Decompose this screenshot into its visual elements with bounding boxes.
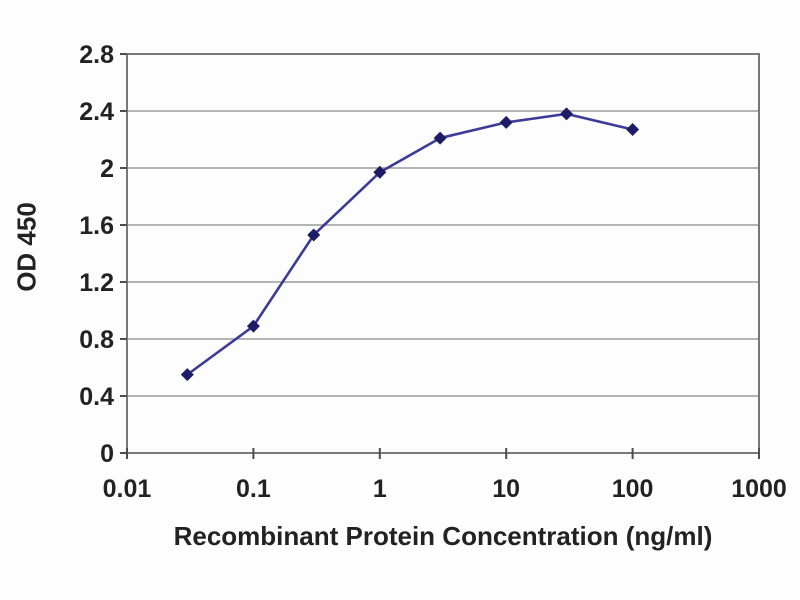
y-axis-title: OD 450 [11,202,42,292]
y-tick-label: 2.4 [79,98,114,126]
data-point-marker [246,319,260,333]
y-tick-label: 1.2 [79,269,114,297]
data-point-marker [433,131,447,145]
y-tick-label: 0.8 [79,326,114,354]
x-tick-label: 0.01 [103,475,152,503]
y-tick-label: 1.6 [79,212,114,240]
data-point-marker [560,107,574,121]
x-tick-label: 10 [492,475,520,503]
data-point-marker [626,123,640,137]
x-axis-title: Recombinant Protein Concentration (ng/ml… [173,521,713,551]
data-line [186,112,633,376]
x-tick-label: 1000 [731,475,787,503]
y-tick-label: 0.4 [79,383,114,411]
x-tick-label: 0.1 [236,475,271,503]
x-tick-label: 100 [612,475,654,503]
y-tick-label: 0 [100,440,114,468]
data-point-marker [373,165,387,179]
data-point-marker [180,368,194,382]
y-tick-label: 2.8 [79,41,114,69]
y-tick-label: 2 [100,155,114,183]
x-tick-label: 1 [373,475,387,503]
data-point-marker [307,228,321,242]
plot-border [126,53,760,454]
data-point-marker [499,115,513,129]
